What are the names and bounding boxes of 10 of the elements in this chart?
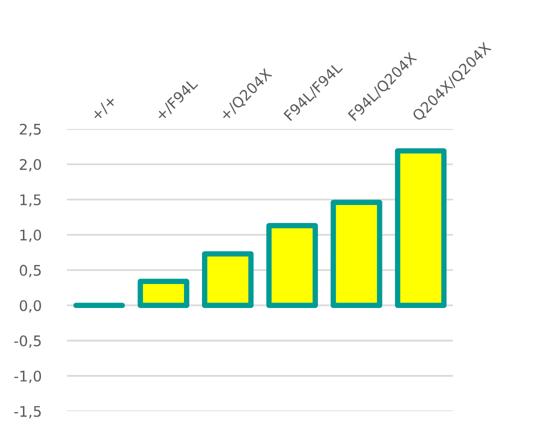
y-tick-label: 1,5 [20, 194, 41, 207]
y-tick-label: -1,0 [14, 370, 42, 384]
y-tick-label: 2,5 [20, 124, 41, 136]
y-tick-label: -0,5 [14, 335, 41, 348]
y-tick-label: 1,0 [20, 230, 42, 242]
y-tick-label: 0,5 [20, 264, 41, 278]
y-tick-label: -1,5 [14, 406, 41, 418]
y-tick-label: 0,0 [20, 300, 42, 313]
x-tick-label: +/+ [90, 94, 118, 122]
y-tick-label: 2,0 [20, 159, 42, 172]
